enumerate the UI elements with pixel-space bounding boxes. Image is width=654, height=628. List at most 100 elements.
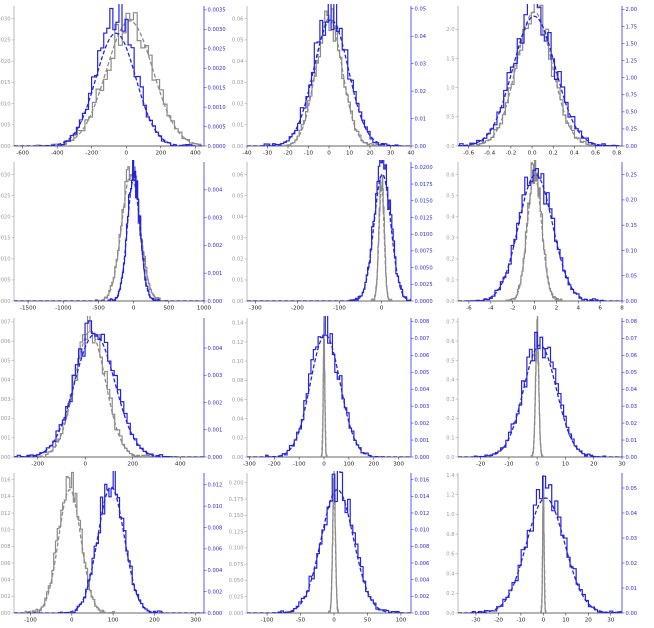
- right-tick-label: 0.016: [415, 477, 430, 483]
- x-tick-label: 0.4: [570, 151, 579, 157]
- right-tick-label: 0.012: [415, 511, 430, 517]
- x-tick-label: 0: [322, 462, 326, 468]
- gray-histogram-step: [94, 166, 169, 301]
- left-tick-label: 0.10: [232, 359, 244, 365]
- right-tick-label: 0.007: [415, 336, 430, 342]
- right-tick-label: 0.006: [415, 561, 430, 567]
- right-tick-label: 0.001: [208, 271, 223, 277]
- plot-area: [458, 4, 622, 146]
- left-tick-label: 1.0: [446, 85, 454, 91]
- right-tick-label: 0.0025: [415, 282, 433, 288]
- gray-fit-curve: [14, 330, 204, 457]
- x-tick-label: 8: [620, 306, 624, 312]
- x-tick-label: 6: [598, 306, 602, 312]
- left-tick-label: 0.016: [0, 477, 11, 483]
- right-tick-label: 0.0075: [415, 249, 433, 255]
- left-tick-label: 0.0: [446, 299, 454, 305]
- left-tick-label: 0.01: [232, 123, 244, 129]
- left-tick-label: 0.125: [229, 529, 244, 535]
- left-tick-label: 0.12: [232, 340, 244, 346]
- right-tick-label: 1.75: [626, 24, 638, 30]
- plot-area: [247, 471, 411, 613]
- blue-histogram-step: [107, 160, 160, 301]
- x-tick-label: -1000: [55, 306, 72, 312]
- left-tick-label: 0.000: [0, 455, 11, 461]
- left-tick-label: 0.02: [232, 257, 244, 263]
- x-tick-label: -100: [24, 618, 37, 624]
- blue-fit-curve: [458, 497, 622, 613]
- left-tick-label: 0.04: [232, 59, 244, 65]
- left-tick-label: 0.100: [229, 546, 244, 552]
- x-tick-label: -500: [92, 306, 105, 312]
- x-tick-label: 400: [190, 151, 201, 157]
- left-tick-label: 0.08: [232, 378, 244, 384]
- right-tick-label: 0.010: [415, 527, 430, 533]
- x-tick-label: 2: [555, 306, 559, 312]
- plot-area: [14, 4, 204, 146]
- x-tick-label: -30: [471, 618, 481, 624]
- right-tick-label: 0.02: [626, 561, 638, 567]
- left-tick-label: 0.4: [446, 378, 455, 384]
- right-tick-label: 0.004: [208, 568, 224, 574]
- right-tick-label: 0.0005: [208, 124, 226, 130]
- x-tick-label: -20: [494, 618, 504, 624]
- right-tick-label: 0.0000: [208, 144, 226, 150]
- left-tick-label: 0.0025: [0, 193, 11, 199]
- left-tick-label: 0.000: [0, 611, 11, 617]
- blue-fit-curve: [458, 173, 622, 301]
- right-tick-label: 1.25: [626, 58, 638, 64]
- x-tick-label: 0.6: [591, 151, 600, 157]
- right-tick-label: 0.003: [208, 373, 223, 379]
- x-tick-label: 100: [344, 462, 355, 468]
- left-tick-label: 0.00: [232, 455, 244, 461]
- left-tick-label: 0.00: [232, 299, 244, 305]
- left-tick-label: 0.010: [0, 527, 11, 533]
- right-tick-label: 0.005: [415, 370, 430, 376]
- left-tick-label: 1.4: [446, 473, 455, 479]
- subplot-r4c1: -100 0 100 200 300 0.000 0.002 0.004 0.006 0.008 0…: [0, 471, 224, 624]
- blue-fit-curve: [247, 334, 411, 457]
- x-tick-label: 50: [364, 618, 372, 624]
- x-tick-label: 10: [562, 618, 570, 624]
- right-tick-label: 0.002: [415, 594, 430, 600]
- x-tick-label: 10: [562, 462, 570, 468]
- right-tick-label: 0.04: [626, 387, 638, 393]
- x-tick-label: 0.8: [612, 151, 621, 157]
- left-tick-label: 0.5: [446, 358, 454, 364]
- left-tick-label: 0.1: [446, 278, 454, 284]
- x-tick-label: 500: [163, 306, 174, 312]
- left-tick-label: 0.0005: [0, 123, 11, 129]
- right-tick-label: 0.008: [415, 319, 430, 325]
- left-tick-label: 0.004: [0, 577, 11, 583]
- x-tick-label: 1000: [197, 306, 212, 312]
- x-tick-label: 0: [380, 306, 384, 312]
- blue-histogram-step: [57, 471, 164, 613]
- x-tick-label: -4: [488, 306, 494, 312]
- x-tick-label: 20: [590, 462, 598, 468]
- gray-histogram-step: [505, 160, 563, 301]
- left-tick-label: 0.0015: [0, 80, 11, 86]
- gray-fit-curve: [458, 496, 622, 613]
- x-tick-label: -6: [466, 306, 472, 312]
- left-tick-label: 0.0000: [0, 299, 11, 305]
- subplot-r2c3: -6 -4 -2 0 2 4 6 8 0.0 0.1 0.2 0.3 0.4 0.5 0.6 0.00 0.05…: [446, 160, 637, 312]
- right-tick-label: 0.001: [415, 438, 430, 444]
- left-tick-label: 0.06: [232, 17, 244, 23]
- left-tick-label: 0.6: [446, 339, 454, 345]
- right-tick-label: 0.01: [415, 116, 427, 122]
- blue-fit-curve: [247, 173, 411, 301]
- left-tick-label: 0.0030: [0, 17, 11, 23]
- x-tick-label: 0: [70, 618, 74, 624]
- left-tick-label: 2.0: [446, 27, 454, 33]
- left-tick-label: 0.0020: [0, 215, 11, 221]
- subplot-r2c2: -300 -200 -100 0 0.00 0.01 0.02 0.03 0.04 0.05 0.0…: [232, 160, 433, 312]
- x-tick-label: -100: [261, 618, 274, 624]
- plot-area: [247, 4, 411, 146]
- left-tick-label: 0.0: [446, 455, 454, 461]
- left-tick-label: 0.06: [232, 397, 244, 403]
- gray-histogram-step: [370, 174, 393, 301]
- blue-histogram-step: [469, 475, 622, 613]
- left-tick-label: 0.05: [232, 193, 244, 199]
